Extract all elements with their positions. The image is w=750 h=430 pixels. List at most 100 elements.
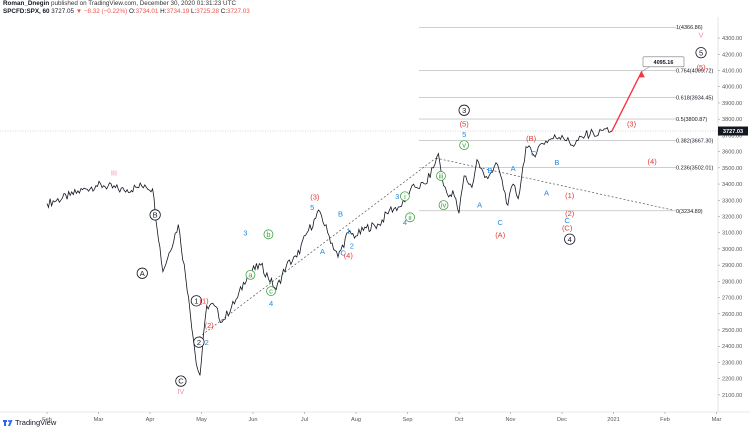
x-tick-label-13: Mar [712, 417, 722, 423]
wave-label-1: B [153, 210, 158, 219]
wave-label-0: III [111, 168, 117, 177]
wave-circle-1 [149, 209, 161, 221]
x-tick-label-1: Mar [94, 417, 104, 423]
fib-label-5: 0.236(3502.01) [676, 166, 713, 172]
wave-label-36: A [511, 164, 516, 173]
high-label: H: [160, 7, 167, 15]
y-tick-label-12: 3100.00 [722, 231, 742, 237]
x-tick-label-11: 2021 [607, 417, 619, 423]
wave-label-2: A [140, 269, 145, 278]
wave-label-32: v [462, 141, 466, 150]
wave-circle-26 [405, 212, 415, 223]
wave-label-5: 1 [194, 296, 198, 305]
trendlines [198, 71, 673, 338]
wave-circle-24 [400, 191, 410, 202]
tradingview-brand[interactable]: TradingView [15, 418, 57, 427]
wave-label-50: 5 [699, 48, 703, 57]
y-tick-label-13: 3000.00 [722, 247, 742, 253]
wave-circle-8 [193, 336, 205, 348]
close-value: 3727.03 [227, 7, 250, 15]
change-value: ▼ −8.32 (−0.22%) [75, 7, 128, 15]
y-tick-label-9: 3400.00 [722, 182, 742, 188]
fib-levels: 1(4366.86) 0.764(4099.72) 0.618(3934.45) 0.… [0, 25, 718, 215]
wave-label-40: A [544, 189, 549, 198]
wave-label-27: 4 [403, 218, 407, 227]
wave-label-37: B [554, 158, 559, 167]
wave-circle-3 [175, 375, 187, 387]
price-axis[interactable]: 4300.00 4200.00 4100.00 4000.00 3900.00 3800.… [722, 36, 742, 399]
wave-label-28: iv [441, 201, 447, 210]
symbol-line: SPCFD:SPX, 60 3727.05 ▼ −8.32 (−0.22%) O… [3, 8, 503, 16]
wave-label-42: (1) [565, 191, 575, 200]
price-badges: 3727.03 4095.16 [641, 56, 748, 136]
fib-label-6: 0(3234.89) [676, 209, 703, 215]
x-tick-label-4: Jun [248, 417, 257, 423]
wave-label-6: (1) [199, 296, 209, 305]
chart-footer: TradingView [0, 416, 750, 430]
wave-label-18: 1 [346, 227, 350, 236]
y-tick-label-19: 2400.00 [722, 344, 742, 350]
projection-line [611, 71, 643, 132]
low-label: L: [190, 7, 197, 15]
fib-label-0: 1(4366.86) [676, 25, 703, 31]
wave-label-26: ii [408, 213, 412, 222]
target-callout-box [642, 56, 685, 68]
wave-label-43: (2) [565, 209, 575, 218]
wave-circle-5 [190, 295, 202, 307]
y-tick-label-18: 2500.00 [722, 328, 742, 334]
y-tick-label-8: 3500.00 [722, 166, 742, 172]
wave-label-44: (C) [562, 223, 573, 232]
low-value: 3725.28 [196, 7, 219, 15]
fib-label-1: 0.764(4099.72) [676, 69, 713, 75]
wave-label-49: V [699, 30, 704, 39]
open-label: O: [128, 7, 136, 15]
wave-label-29: 3 [462, 106, 466, 115]
symbol-name: SPCFD:SPX, 60 [3, 7, 50, 15]
y-tick-label-2: 4100.00 [722, 69, 742, 75]
x-tick-label-0: Feb [42, 417, 52, 423]
tradingview-logo-icon [3, 420, 13, 426]
x-tick-label-3: May [196, 417, 207, 423]
publish-info: published on TradingView.com, December 3… [50, 0, 236, 7]
wave-label-16: (3) [310, 193, 320, 202]
wave-circle-11 [263, 229, 274, 240]
y-tick-label-20: 2300.00 [722, 360, 742, 366]
wave-label-41: (A) [495, 231, 506, 240]
wave-label-25: iii [438, 172, 443, 181]
fib-label-2: 0.618(3934.45) [676, 95, 713, 101]
x-tick-label-10: Dec [557, 417, 567, 423]
channel-line-1 [435, 157, 673, 211]
wave-label-51: (5) [696, 63, 706, 72]
y-tick-label-10: 3300.00 [722, 198, 742, 204]
x-tick-label-8: Oct [455, 417, 464, 423]
y-tick-label-1: 4200.00 [722, 52, 742, 58]
wave-label-9: 2 [205, 338, 209, 347]
wave-label-48: (4) [648, 157, 658, 166]
wave-label-30: (5) [460, 120, 470, 129]
wave-label-12: a [248, 270, 253, 279]
publish-line: Roman_Dnegin published on TradingView.co… [3, 0, 503, 8]
wave-label-3: C [178, 377, 184, 386]
wave-label-7: (2) [205, 321, 215, 330]
author-name[interactable]: Roman_Dnegin [3, 0, 50, 7]
y-tick-label-7: 3600.00 [722, 150, 742, 156]
time-axis[interactable]: Feb Mar Apr May Jun Jul Aug Sep Oct Nov Dec 2021 Feb… [42, 417, 721, 423]
wave-circle-46 [564, 233, 576, 245]
y-tick-label-15: 2800.00 [722, 279, 742, 285]
projection-arrow-icon [638, 71, 645, 78]
wave-label-38: A [477, 201, 482, 210]
wave-circle-32 [459, 140, 470, 151]
y-tick-label-22: 2100.00 [722, 393, 742, 399]
chart-header: Roman_Dnegin published on TradingView.co… [3, 0, 503, 16]
wave-label-46: 4 [568, 235, 572, 244]
x-tick-label-2: Apr [146, 417, 155, 423]
fib-label-4: 0.382(3667.30) [676, 139, 713, 145]
wave-label-47: (3) [627, 120, 637, 129]
y-tick-label-3: 4000.00 [722, 85, 742, 91]
y-tick-label-16: 2700.00 [722, 296, 742, 302]
wave-circle-29 [458, 104, 470, 116]
y-tick-label-21: 2200.00 [722, 377, 742, 383]
chart-grid [0, 17, 750, 414]
wave-label-21: C [340, 249, 346, 258]
